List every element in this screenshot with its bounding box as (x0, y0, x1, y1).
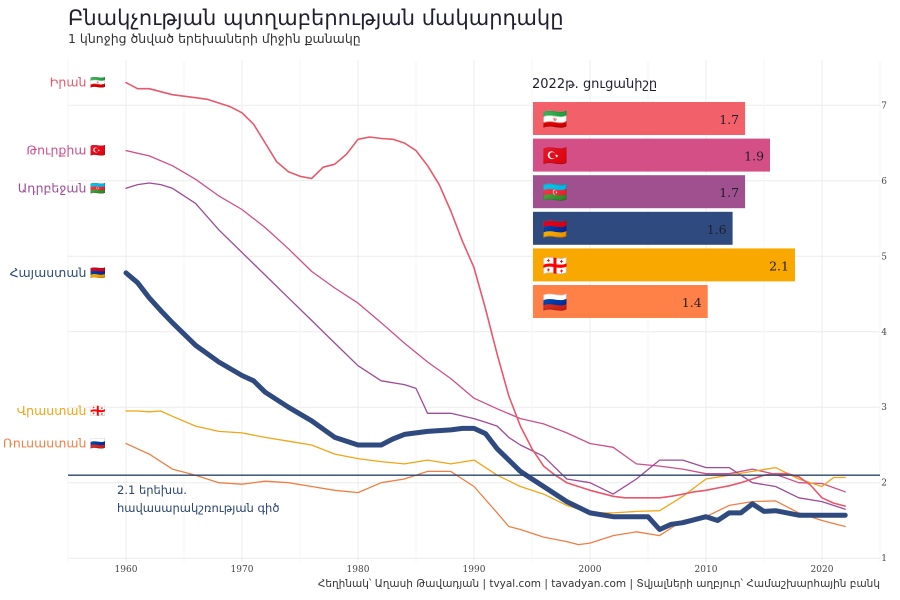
country-labels: Իրան 🇮🇷 Թուրքիա 🇹🇷 Ադրբեջան 🇦🇿 Հայաստան 🇦🇲 Վ… (3, 75, 107, 451)
y-tick-label: 6 (881, 177, 887, 187)
x-tick-label: 1970 (231, 565, 254, 575)
inset-title: 2022թ. ցուցանիշը (532, 77, 657, 92)
chart-title: Բնակչության պտղաբերության մակարդակը (68, 6, 564, 30)
inset-bar (533, 175, 746, 209)
country-label: Ադրբեջան 🇦🇿 (18, 180, 107, 195)
inset-bar (533, 211, 733, 245)
inset-bar-chart: 2022թ. ցուցանիշը 🇮🇷 1.7 🇹🇷 1.9 🇦🇿 1.7 🇦🇲 1.6 🇬🇪 2.… (532, 77, 795, 318)
inset-bar-value: 2.1 (769, 258, 789, 273)
inset-bar-value: 1.6 (707, 222, 727, 237)
country-label: Վրաստան 🇬🇪 (17, 403, 107, 418)
y-tick-label: 1 (881, 554, 887, 564)
inset-bar-flag: 🇷🇺 (543, 290, 568, 314)
country-label: Հայաստան 🇦🇲 (10, 265, 107, 280)
inset-bar-flag: 🇮🇷 (543, 107, 568, 131)
series-line-Իրան (125, 81, 846, 507)
x-axis-ticks: 1960 1970 1980 1990 2000 2010 2020 (115, 565, 834, 575)
y-tick-label: 3 (881, 403, 887, 413)
series-line-Վրաստան (125, 410, 846, 514)
series-lines (123, 81, 848, 546)
replacement-label: 2.1 երեխա. (117, 483, 187, 497)
inset-bar (533, 285, 708, 318)
source-caption: Հեղինակ՝ Աղասի Թավադյան | tvyal.com | ta… (317, 578, 880, 590)
y-tick-label: 4 (881, 328, 887, 338)
inset-bar-value: 1.7 (719, 185, 739, 200)
replacement-label: հավասարակշռության գիծ (117, 501, 280, 515)
inset-bar (533, 102, 746, 135)
inset-bar-value: 1.7 (719, 112, 739, 127)
inset-bar-value: 1.9 (744, 149, 764, 164)
inset-bar-flag: 🇦🇲 (543, 217, 568, 241)
y-tick-label: 2 (881, 479, 887, 489)
x-tick-label: 1960 (115, 565, 138, 575)
inset-bar-flag: 🇬🇪 (543, 253, 568, 277)
inset-bar (533, 138, 770, 172)
x-tick-label: 2020 (811, 565, 834, 575)
inset-bar-flag: 🇦🇿 (543, 180, 568, 204)
country-label: Իրան 🇮🇷 (50, 75, 107, 90)
series-line-Ադրբեջան (125, 182, 846, 510)
country-label: Ռուսաստան 🇷🇺 (3, 435, 107, 450)
inset-bar-flag: 🇹🇷 (543, 144, 568, 168)
x-tick-label: 1980 (347, 565, 370, 575)
y-tick-label: 5 (881, 252, 887, 262)
y-axis-ticks: 1 2 3 4 5 6 7 (881, 101, 887, 564)
inset-bar (533, 248, 795, 282)
y-tick-label: 7 (881, 101, 887, 111)
series-line-Ռուսաստան (125, 442, 846, 546)
series-line-Հայաստան (123, 270, 848, 532)
inset-bar-value: 1.4 (682, 295, 702, 310)
x-tick-label: 1990 (463, 565, 486, 575)
replacement-level-line: 2.1 երեխա. հավասարակշռության գիծ (68, 474, 880, 515)
x-tick-label: 2000 (579, 565, 602, 575)
chart-subtitle: 1 կնոջից ծնված երեխաների միջին քանակը (68, 31, 361, 46)
country-label: Թուրքիա 🇹🇷 (26, 143, 106, 158)
series-line-Թուրքիա (125, 149, 846, 493)
x-tick-label: 2010 (695, 565, 718, 575)
